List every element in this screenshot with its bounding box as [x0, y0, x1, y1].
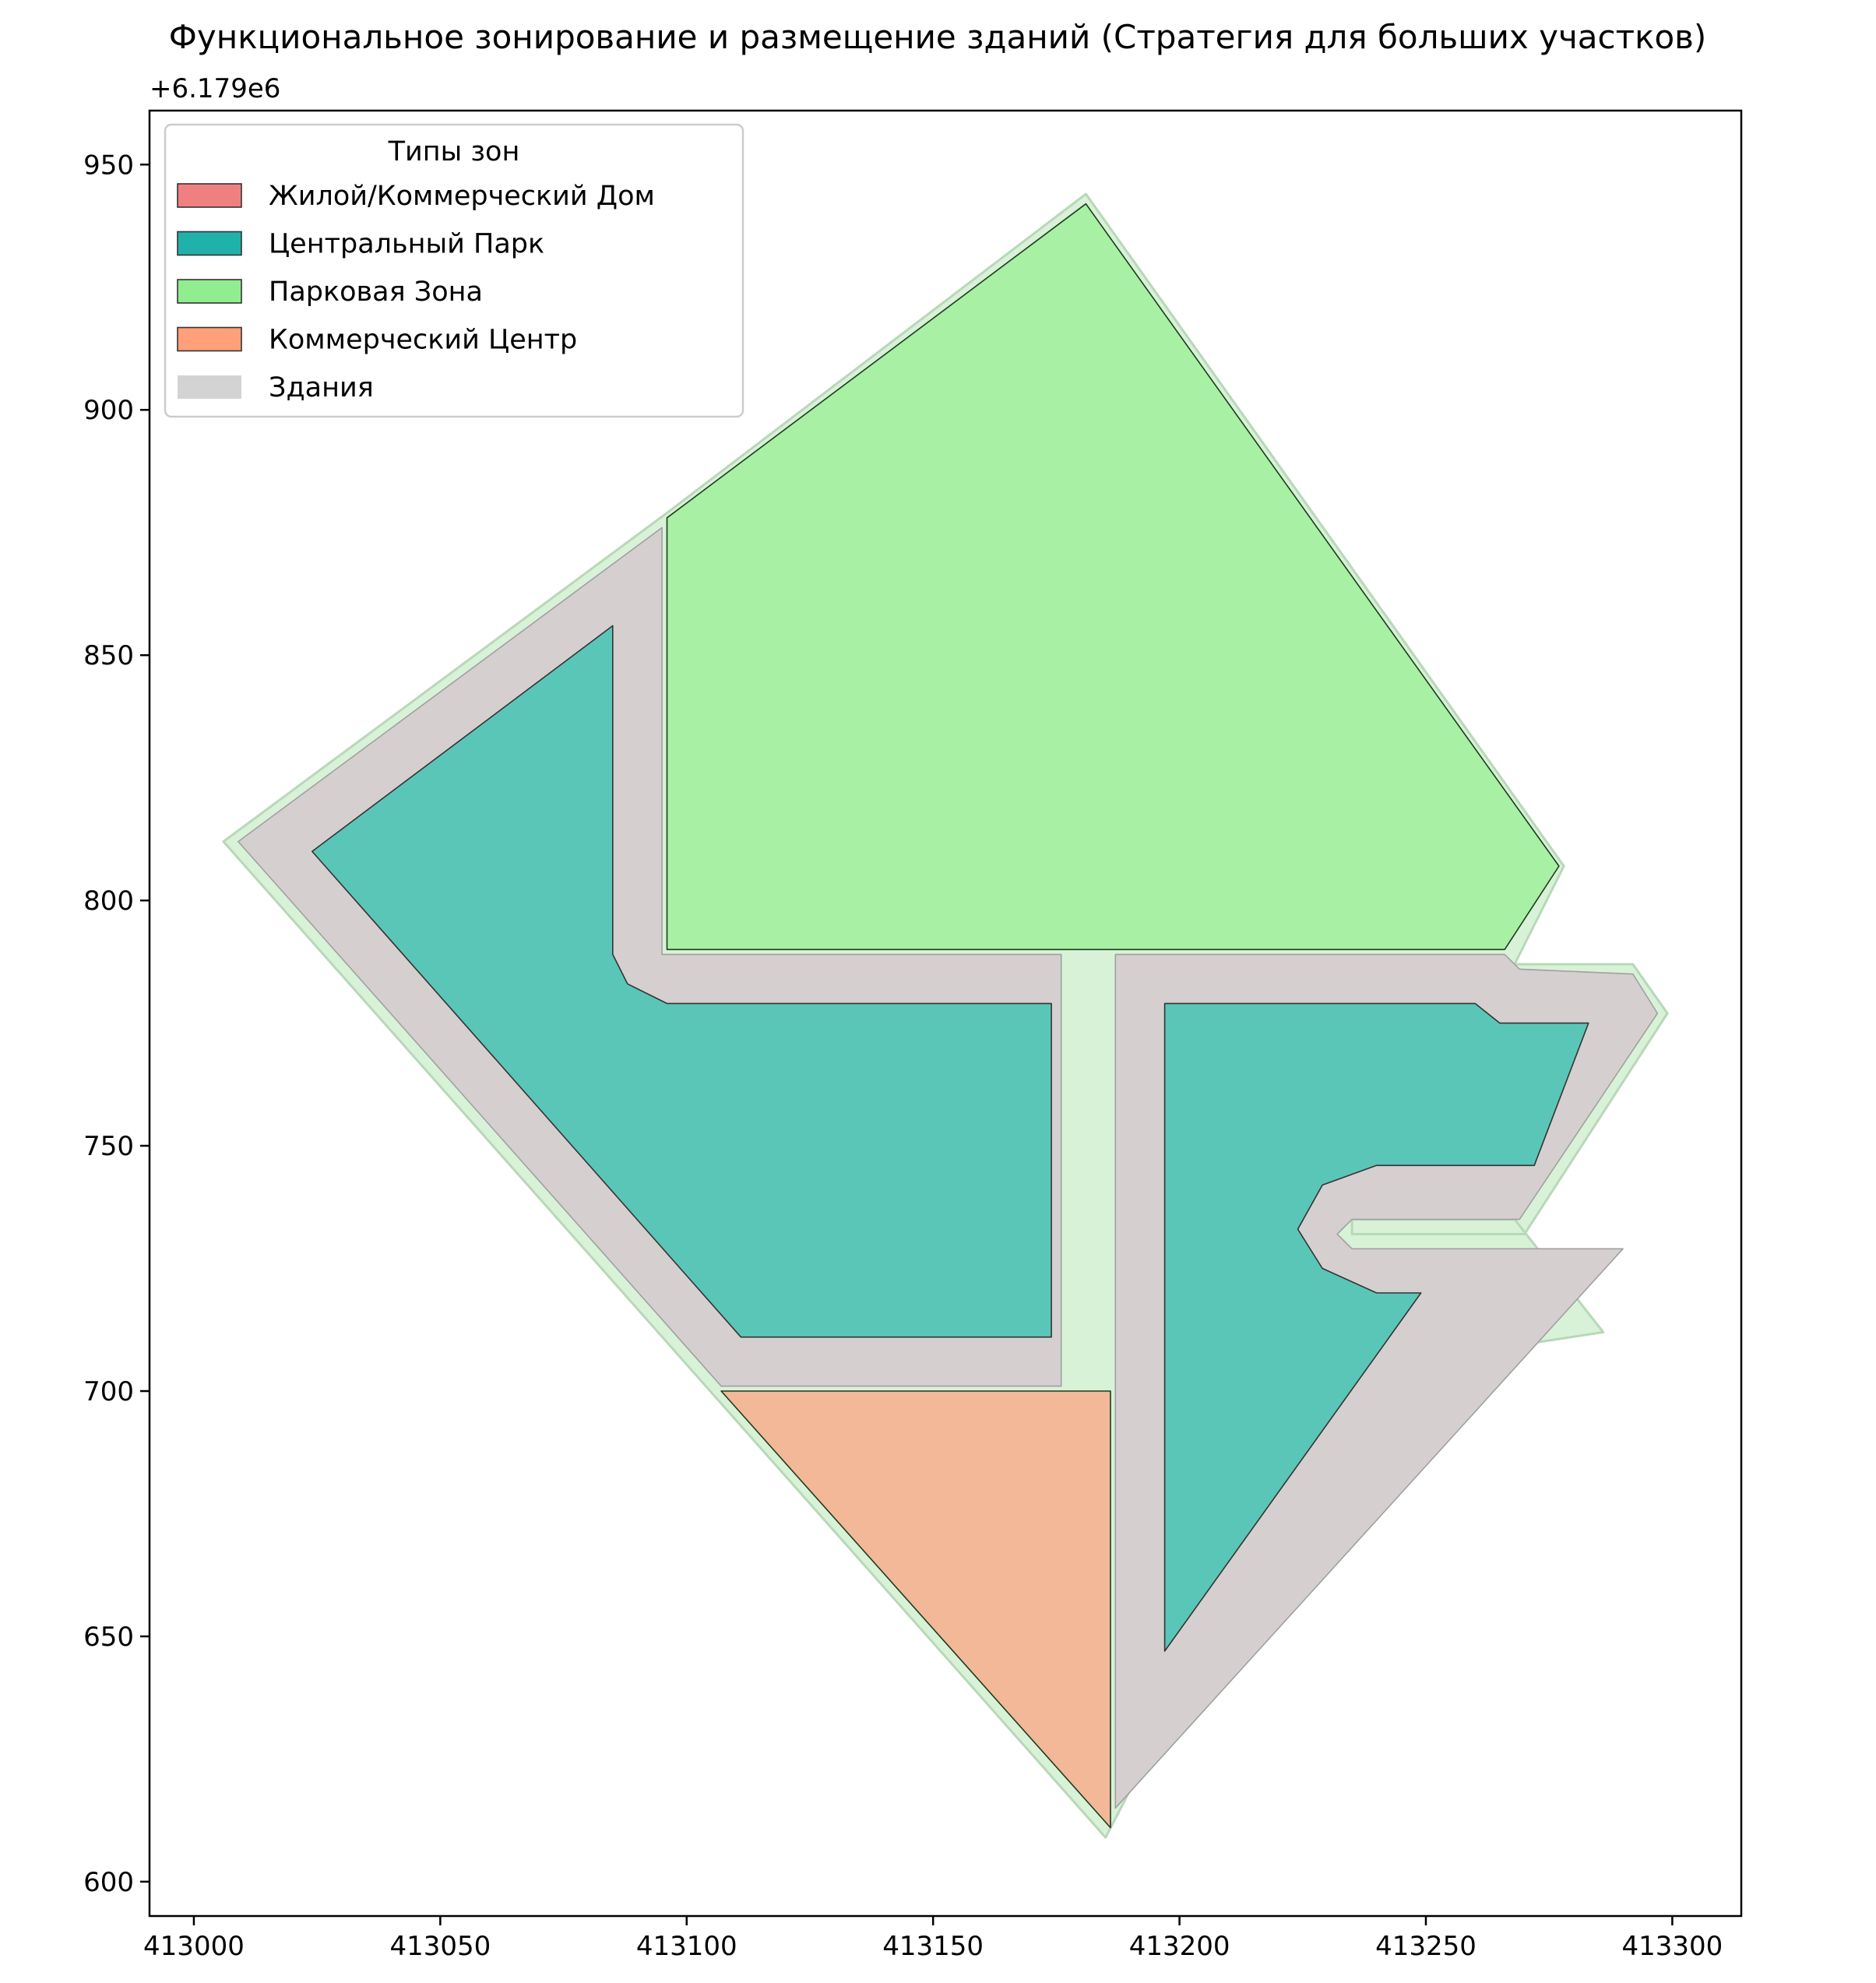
- x-tick-label: 413050: [389, 1931, 491, 1962]
- legend: Типы зон Жилой/Коммерческий Дом Центральн…: [164, 123, 744, 418]
- x-tick-label: 413100: [636, 1931, 737, 1962]
- zone-polygon-5: [666, 203, 1560, 950]
- axes-frame: [148, 109, 1743, 1918]
- y-tick-label: 750: [83, 1131, 134, 1162]
- legend-swatch: [177, 326, 242, 352]
- y-tick-label: 950: [83, 150, 134, 181]
- y-tick-label: 650: [83, 1622, 134, 1653]
- legend-label: Парковая Зона: [269, 276, 483, 308]
- y-axis: 600 650 700 750 800 850 900 950: [83, 150, 150, 1898]
- x-tick-label: 413150: [882, 1931, 984, 1962]
- y-tick-label: 700: [83, 1376, 134, 1407]
- legend-label: Здания: [269, 372, 374, 403]
- y-tick-label: 850: [83, 640, 134, 671]
- legend-swatch: [177, 279, 242, 304]
- y-tick-label: 900: [83, 395, 134, 426]
- zone-polygon-3: [311, 625, 1052, 1338]
- legend-swatch: [177, 183, 242, 208]
- x-tick-label: 413300: [1622, 1931, 1723, 1962]
- legend-frame: [164, 123, 744, 418]
- legend-label: Центральный Парк: [269, 229, 544, 260]
- x-tick-label: 413200: [1129, 1931, 1230, 1962]
- legend-entries: Жилой/Коммерческий Дом Центральный Парк Па…: [177, 181, 655, 403]
- y-axis-offset-label: +6.179e6: [150, 73, 280, 104]
- zone-polygon-4: [1163, 1002, 1589, 1652]
- chart-title: Функциональное зонирование и размещение …: [169, 18, 1707, 56]
- zone-polygon-6: [720, 1390, 1111, 1829]
- legend-swatch: [178, 375, 241, 399]
- y-tick-label: 800: [83, 886, 134, 917]
- legend-label: Коммерческий Центр: [269, 325, 577, 356]
- y-tick-label: 600: [83, 1867, 134, 1898]
- x-tick-label: 413250: [1375, 1931, 1477, 1962]
- x-tick-label: 413000: [143, 1931, 245, 1962]
- legend-swatch: [177, 231, 242, 256]
- legend-title: Типы зон: [388, 136, 520, 167]
- zones-layer: [222, 192, 1669, 1839]
- legend-label: Жилой/Коммерческий Дом: [269, 181, 655, 212]
- x-axis: 413000 413050 413100 413150 413200 413250 4133…: [143, 1916, 1723, 1962]
